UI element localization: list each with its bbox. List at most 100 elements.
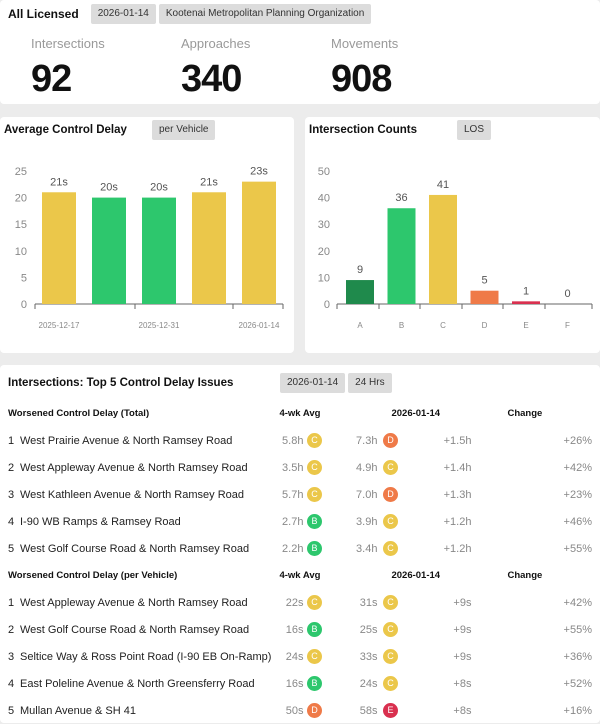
issues-period-chip[interactable]: 24 Hrs [348, 373, 392, 393]
current-value: 3.4h [356, 542, 378, 555]
current-value: 7.3h [356, 434, 378, 447]
x-tick-label: 2026-01-14 [239, 321, 280, 330]
los-badge-cell: B [303, 676, 325, 691]
avg-value: 5.7h [282, 488, 304, 501]
los-badge-cell: C [377, 460, 403, 475]
delay-chart-header: Average Control Delay per Vehicle [4, 120, 216, 140]
kpi-movements-label: Movements [331, 36, 399, 51]
kpi-movements-value: 908 [331, 58, 392, 100]
issues-header: Intersections: Top 5 Control Delay Issue… [8, 373, 392, 393]
intersection-name[interactable]: Mullan Avenue & SH 41 [20, 704, 136, 717]
los-badge-cell: D [303, 703, 325, 718]
current-value: 58s [359, 704, 378, 717]
kpi-intersections-value: 92 [31, 58, 72, 100]
intersection-name[interactable]: West Kathleen Avenue & North Ramsey Road [20, 488, 244, 501]
intersection-name[interactable]: East Poleline Avenue & North Greensferry… [20, 677, 255, 690]
los-badge: C [382, 649, 398, 664]
y-tick-label: 20 [15, 193, 27, 205]
issues-date-chip[interactable]: 2026-01-14 [280, 373, 346, 393]
bar-B [387, 208, 416, 304]
change-percent: +42% [563, 461, 592, 474]
los-badge-cell: B [303, 622, 325, 637]
data-label: 1 [523, 285, 529, 297]
los-toggle[interactable]: LOS [457, 120, 492, 140]
los-badge: C [382, 460, 398, 475]
bar-2026-01-14 [242, 181, 276, 304]
los-badge: B [306, 622, 322, 637]
col-date: 2026-01-14 [391, 408, 441, 419]
los-chart-title: Intersection Counts [309, 124, 417, 136]
los-badge-cell: C [377, 649, 403, 664]
y-tick-label: 50 [318, 166, 330, 178]
summary-chips: 2026-01-14 Kootenai Metropolitan Plannin… [90, 4, 372, 24]
los-badge-cell: D [377, 487, 403, 502]
row-rank: 2 [8, 461, 15, 474]
y-tick-label: 10 [318, 272, 330, 284]
y-tick-label: 30 [318, 219, 330, 231]
los-badge: C [306, 460, 322, 475]
avg-value: 24s [285, 650, 304, 663]
change-value: +1.2h [443, 542, 472, 555]
change-percent: +52% [563, 677, 592, 690]
intersection-name[interactable]: West Appleway Avenue & North Ramsey Road [20, 596, 248, 609]
row-rank: 3 [8, 488, 15, 501]
row-rank: 5 [8, 704, 15, 717]
avg-value: 5.8h [282, 434, 304, 447]
y-tick-label: 0 [324, 299, 330, 311]
date-chip[interactable]: 2026-01-14 [90, 4, 156, 24]
issues-title: Intersections: Top 5 Control Delay Issue… [8, 377, 234, 389]
section-title: Worsened Control Delay (Total) [8, 408, 150, 419]
avg-value: 3.5h [282, 461, 304, 474]
los-badge-cell: C [303, 487, 325, 502]
current-value: 31s [359, 596, 378, 609]
los-badge: D [382, 487, 398, 502]
change-percent: +23% [563, 488, 592, 501]
los-badge-cell: C [303, 433, 325, 448]
data-label: 0 [564, 288, 570, 300]
intersection-name[interactable]: I-90 WB Ramps & Ramsey Road [20, 515, 181, 528]
intersection-name[interactable]: West Golf Course Road & North Ramsey Roa… [20, 542, 250, 555]
bar-C [429, 194, 457, 304]
kpi-approaches-label: Approaches [181, 36, 251, 51]
los-badge-cell: C [303, 595, 325, 610]
current-value: 7.0h [356, 488, 378, 501]
los-badge-cell: B [303, 541, 325, 556]
row-rank: 4 [8, 515, 15, 528]
data-label: 20s [150, 182, 168, 194]
intersection-name[interactable]: Seltice Way & Ross Point Road (I-90 EB O… [20, 650, 272, 663]
los-badge: B [306, 514, 322, 529]
change-value: +1.2h [443, 515, 472, 528]
bar-A [346, 280, 374, 304]
los-badge-cell: C [377, 514, 403, 529]
los-badge: B [306, 676, 322, 691]
los-badge: C [306, 433, 322, 448]
per-vehicle-toggle[interactable]: per Vehicle [152, 120, 216, 140]
issues-card: Intersections: Top 5 Control Delay Issue… [0, 365, 600, 723]
change-percent: +16% [563, 704, 592, 717]
data-label: 21s [200, 176, 218, 188]
current-value: 24s [359, 677, 378, 690]
current-value: 3.9h [356, 515, 378, 528]
y-tick-label: 10 [15, 246, 27, 258]
intersection-name[interactable]: West Golf Course Road & North Ramsey Roa… [20, 623, 250, 636]
bar-2025-12-31 [142, 197, 176, 304]
col-change: Change [507, 570, 543, 581]
org-chip[interactable]: Kootenai Metropolitan Planning Organizat… [158, 4, 372, 24]
los-badge-cell: C [377, 622, 403, 637]
summary-card: All Licensed 2026-01-14 Kootenai Metropo… [0, 0, 600, 104]
change-percent: +36% [563, 650, 592, 663]
los-badge-cell: D [377, 433, 403, 448]
row-rank: 4 [8, 677, 15, 690]
intersection-name[interactable]: West Prairie Avenue & North Ramsey Road [20, 434, 233, 447]
los-badge-cell: C [377, 541, 403, 556]
los-badge: C [382, 541, 398, 556]
kpi-intersections-label: Intersections [31, 36, 105, 51]
delay-chart-title: Average Control Delay [4, 124, 127, 136]
los-badge: C [382, 514, 398, 529]
intersection-name[interactable]: West Appleway Avenue & North Ramsey Road [20, 461, 248, 474]
col-4wk-avg: 4-wk Avg [279, 570, 321, 581]
y-tick-label: 15 [15, 219, 27, 231]
change-percent: +46% [563, 515, 592, 528]
los-badge-cell: C [303, 649, 325, 664]
